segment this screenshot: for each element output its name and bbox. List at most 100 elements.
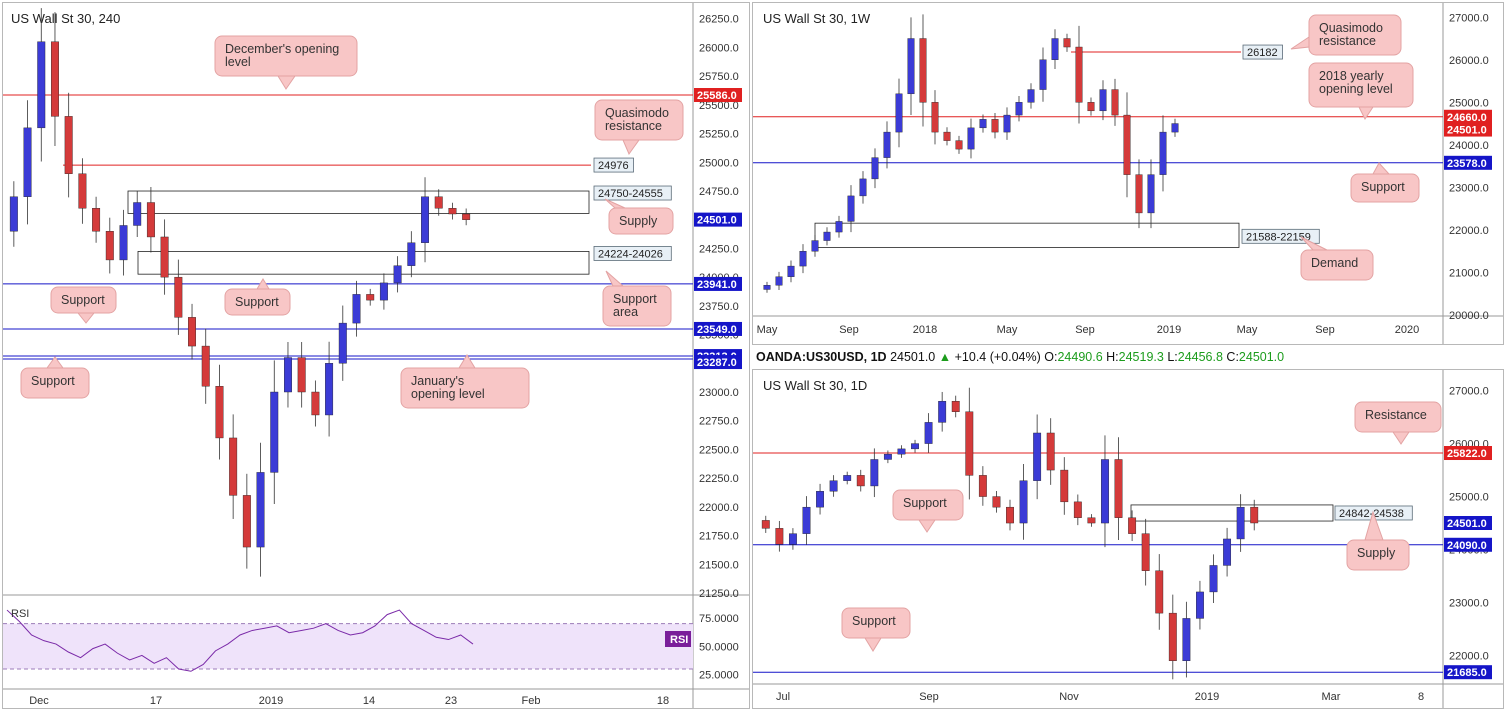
callout-yearly-open-pointer: [1358, 106, 1374, 120]
chart240-candle: [160, 236, 169, 278]
chart240-candle: [174, 276, 183, 318]
price-axis-weekly-tick: 21000.0: [1449, 267, 1489, 279]
chart240-candle: [242, 495, 251, 548]
chart240-candle: [311, 391, 320, 416]
chart240-candle: [338, 322, 347, 364]
axis-240-price-tag: [694, 355, 742, 370]
axis-daily-price-tag-text: 24501.0: [1447, 518, 1487, 530]
price-axis-240-tick: 25750.0: [699, 71, 739, 83]
ohlc-symbol: OANDA:US30USD, 1D: [756, 350, 887, 364]
chartD-candle: [1019, 480, 1028, 524]
callout-demand-text: Demand: [1311, 256, 1358, 270]
time-axis-weekly-tick: 2018: [913, 324, 937, 336]
chartD-candle: [761, 520, 770, 529]
chartW-candle: [1135, 174, 1143, 214]
chartD-candle: [951, 400, 960, 412]
chart240-candle: [325, 363, 334, 416]
time-axis-weekly-tick: 2020: [1395, 324, 1419, 336]
price-axis-240-tick: 25000.0: [699, 157, 739, 169]
callout-support-240-a-pointer: [76, 312, 96, 324]
rsi-band: [3, 623, 693, 669]
callout-support-240-a-text: Support: [61, 293, 105, 307]
price-axis-weekly-tick: 27000.0: [1449, 12, 1489, 24]
chartW-candle: [1003, 114, 1011, 133]
callout-support-area-text: Support: [613, 292, 657, 306]
ohlc-o-label: O:: [1044, 350, 1058, 364]
ohlc-high: 24519.3: [1118, 350, 1164, 364]
callout-december-open-text: level: [225, 55, 251, 69]
time-axis-240-tick: 14: [363, 695, 375, 707]
chartW-candle: [1099, 89, 1107, 112]
chart240-candle: [393, 265, 402, 284]
chartW-candle: [991, 119, 999, 133]
chartD-candle: [788, 533, 797, 545]
zone-weekly-demand: [814, 222, 1240, 248]
callout-january-open-text: January's: [411, 374, 464, 388]
price-axis-weekly-tick: 22000.0: [1449, 225, 1489, 237]
axis-240-price-tag-text: 25586.0: [697, 90, 737, 102]
chart240-candle: [407, 242, 416, 266]
chart-panel-weekly[interactable]: US Wall St 30, 1W 27000.0 26000.0 25000.0 2…: [752, 2, 1504, 345]
callout-quasimodo-weekly-text: Quasimodo: [1319, 21, 1383, 35]
zone-daily-supply: [1130, 504, 1334, 522]
axis-weekly-price-tag: [1444, 109, 1492, 124]
label-weekly-demand-level-text: 21588-22159: [1246, 231, 1311, 243]
axis-weekly-price-tag: [1444, 155, 1492, 170]
callout-quasimodo-weekly-pointer: [1290, 36, 1310, 50]
chart-240-canvas[interactable]: US Wall St 30, 240 26250.0 26000.0 25750.0…: [3, 3, 749, 708]
callout-supply-240: Supply: [604, 198, 674, 235]
time-axis-240-tick: 18: [657, 695, 669, 707]
time-axis-daily-tick: Jul: [776, 691, 790, 703]
chartW-candle: [1075, 46, 1083, 103]
price-axis-daily-tick: 25000.0: [1449, 492, 1489, 504]
chartD-candle: [1155, 570, 1164, 614]
callout-supply-daily-text: Supply: [1357, 546, 1396, 560]
axis-daily-price-tag: [1444, 537, 1492, 552]
rsi-label: RSI: [11, 608, 29, 620]
price-axis-daily-tick: 22000.0: [1449, 651, 1489, 663]
axis-daily-price-tag: [1444, 446, 1492, 461]
label-weekly-26182-level-box: [1242, 44, 1283, 60]
up-triangle-icon: ▲: [938, 350, 952, 364]
chartD-candle: [1182, 618, 1191, 662]
chartD-candle: [992, 496, 1001, 508]
callout-supply-240-text: Supply: [619, 214, 658, 228]
chart240-candle: [448, 208, 457, 215]
chart240-candle: [352, 294, 361, 324]
ohlc-last: 24501.0: [890, 350, 936, 364]
rsi-line: [6, 609, 474, 672]
callout-support-240-c-pointer: [46, 356, 64, 369]
chart240-candle: [462, 213, 471, 220]
ohlc-low: 24456.8: [1177, 350, 1223, 364]
chartD-candle: [802, 506, 811, 534]
callout-january-open-pointer: [458, 354, 476, 369]
time-axis-240-tick: 17: [150, 695, 162, 707]
chartD-candle: [938, 400, 947, 423]
chart-daily-canvas[interactable]: US Wall St 30, 1D 27000.026000.025000.02…: [753, 370, 1503, 708]
chartD-candle: [978, 475, 987, 497]
zone-240-1: [137, 251, 590, 275]
ohlc-open: 24490.6: [1057, 350, 1103, 364]
time-axis-240-tick: Feb: [522, 695, 541, 707]
time-axis-240-tick: 2019: [259, 695, 283, 707]
chartD-candle: [1114, 459, 1123, 518]
price-axis-240-tick: 25500.0: [699, 100, 739, 112]
chartW-candle: [931, 102, 939, 133]
time-axis-weekly-tick: May: [1237, 324, 1258, 336]
chartD-candle: [1006, 506, 1014, 524]
chart-panel-240[interactable]: US Wall St 30, 240 26250.0 26000.0 25750.0…: [2, 2, 750, 709]
callout-supply-daily-pointer: [1364, 510, 1384, 541]
label-240-supply-level-text: 24750-24555: [598, 188, 663, 200]
price-axis-weekly-tick: 24000.0: [1449, 140, 1489, 152]
callout-quasimodo-240-pointer: [622, 139, 640, 156]
chartW-candle: [1027, 89, 1035, 103]
chart-panel-daily[interactable]: US Wall St 30, 1D 27000.0 26000.0 25000.0 2…: [752, 369, 1504, 709]
callout-resistance-daily: Resistance: [1354, 401, 1442, 445]
chartW-candle: [1147, 174, 1155, 214]
price-axis-240-tick: 26000.0: [699, 42, 739, 54]
callout-resistance-daily-text: Resistance: [1365, 408, 1427, 422]
chart-title-240: US Wall St 30, 240: [11, 11, 120, 26]
chart-weekly-canvas[interactable]: US Wall St 30, 1W 27000.0 26000.0 25000.0 2…: [753, 3, 1503, 344]
